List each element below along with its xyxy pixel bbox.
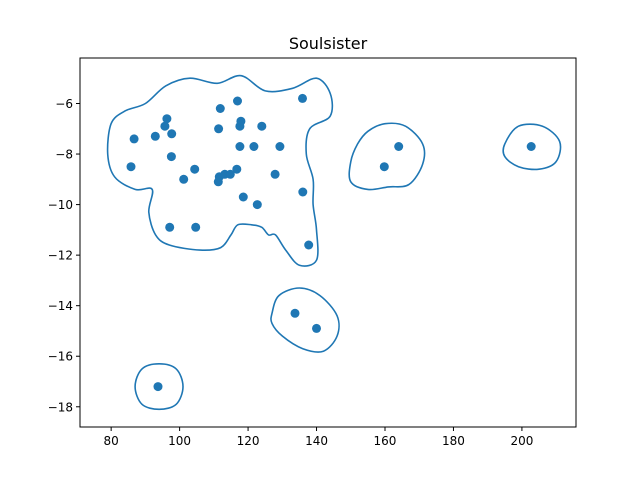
data-point: [213, 177, 223, 187]
data-point: [160, 121, 170, 131]
data-point: [298, 187, 308, 197]
y-tick-label: −14: [48, 299, 73, 313]
x-tick-label: 160: [374, 434, 397, 448]
x-tick-label: 180: [442, 434, 465, 448]
data-point: [238, 192, 248, 202]
x-tick-label: 120: [237, 434, 260, 448]
data-point: [290, 308, 300, 318]
data-point: [298, 93, 307, 103]
data-point: [304, 240, 314, 250]
data-point: [162, 114, 172, 124]
x-tick-label: 80: [104, 434, 119, 448]
data-point: [526, 142, 536, 151]
y-tick-label: −6: [55, 97, 73, 111]
data-point: [167, 129, 177, 139]
y-tick-label: −16: [48, 350, 73, 364]
x-tick-label: 200: [510, 434, 533, 448]
data-point: [236, 116, 246, 126]
x-axis: 80 100 120 140 160 180 200: [104, 427, 533, 448]
data-point: [249, 142, 259, 151]
data-point: [179, 174, 189, 184]
plot-frame: [79, 57, 577, 428]
y-tick-label: −18: [48, 400, 73, 414]
y-tick-label: −10: [48, 198, 73, 212]
x-tick-label: 100: [168, 434, 191, 448]
density-contour-3: [502, 123, 562, 171]
data-point: [232, 164, 242, 174]
data-point: [150, 131, 160, 141]
density-contour-2: [348, 122, 426, 191]
y-tick-label: −8: [55, 148, 73, 162]
data-point: [166, 152, 176, 162]
data-point: [312, 323, 321, 333]
y-axis: −18 −16 −14 −12 −10 −8 −6: [48, 97, 80, 414]
data-point: [394, 142, 404, 151]
y-tick-label: −12: [48, 249, 73, 263]
data-point: [153, 382, 163, 392]
data-point: [126, 162, 136, 172]
data-point: [225, 169, 235, 179]
density-contour-1: [106, 74, 334, 267]
data-point: [252, 200, 262, 210]
data-point: [275, 142, 285, 151]
data-point: [235, 142, 245, 151]
data-point: [214, 124, 224, 134]
data-point: [270, 169, 280, 179]
data-point: [191, 222, 201, 232]
chart-title: Soulsister: [289, 34, 368, 53]
data-point: [257, 121, 267, 131]
data-point: [233, 96, 242, 106]
data-point: [165, 222, 175, 232]
contour-layer: [106, 74, 562, 411]
data-point: [215, 104, 225, 113]
x-tick-label: 140: [305, 434, 328, 448]
data-point: [190, 164, 200, 174]
density-contour-4: [270, 287, 340, 353]
density-contour-5: [134, 362, 184, 411]
point-layer: [126, 93, 536, 392]
data-point: [379, 162, 389, 172]
data-point: [129, 134, 139, 144]
